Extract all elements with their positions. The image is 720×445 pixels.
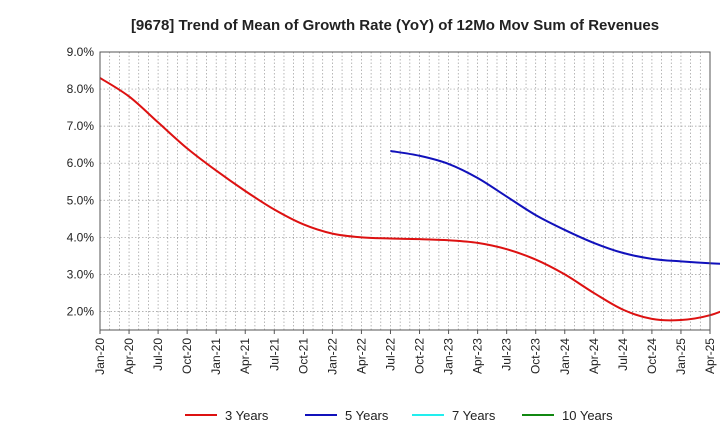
- x-tick-label: Apr-20: [122, 338, 136, 374]
- x-tick-label: Apr-23: [471, 338, 485, 374]
- plot-frame: [99, 51, 711, 331]
- legend-label: 10 Years: [562, 408, 613, 423]
- series-line-3-years: [99, 77, 720, 322]
- x-tick-label: Apr-25: [703, 338, 717, 374]
- x-tick-label: Jul-24: [616, 338, 630, 371]
- x-tick-label: Jul-20: [151, 338, 165, 371]
- x-tick-label: Jan-25: [674, 338, 688, 375]
- legend-label: 3 Years: [225, 408, 269, 423]
- legend-label: 7 Years: [452, 408, 496, 423]
- y-tick-label: 4.0%: [67, 230, 95, 244]
- x-tick-label: Jul-22: [383, 338, 397, 371]
- x-tick-label: Oct-22: [413, 338, 427, 374]
- x-tick-label: Jan-20: [93, 338, 107, 375]
- x-axis: Jan-20 Apr-20 Jul-20 Oct-20 Jan-21 Apr-21 Jul-…: [93, 330, 717, 375]
- series-line-5-years: [390, 149, 720, 265]
- grid: [100, 51, 710, 330]
- y-tick-label: 7.0%: [67, 119, 95, 133]
- y-axis: 2.0% 3.0% 4.0% 5.0% 6.0% 7.0% 8.0% 9.0%: [67, 45, 95, 318]
- legend: 3 Years 5 Years 7 Years 10 Years: [185, 408, 613, 423]
- x-tick-label: Oct-20: [180, 338, 194, 374]
- x-tick-label: Jan-23: [442, 338, 456, 375]
- x-tick-label: Apr-21: [238, 338, 252, 374]
- series-lines: [99, 77, 720, 322]
- x-tick-label: Jul-23: [500, 338, 514, 371]
- y-tick-label: 2.0%: [67, 304, 95, 318]
- y-tick-label: 5.0%: [67, 193, 95, 207]
- y-tick-label: 6.0%: [67, 156, 95, 170]
- x-tick-label: Jan-21: [209, 338, 223, 375]
- chart-title: [9678] Trend of Mean of Growth Rate (YoY…: [131, 17, 659, 34]
- x-tick-label: Oct-21: [296, 338, 310, 374]
- x-tick-label: Oct-24: [645, 338, 659, 374]
- x-tick-label: Jan-22: [325, 338, 339, 375]
- y-tick-label: 8.0%: [67, 82, 95, 96]
- x-tick-label: Oct-23: [529, 338, 543, 374]
- legend-label: 5 Years: [345, 408, 389, 423]
- y-tick-label: 3.0%: [67, 267, 95, 281]
- x-tick-label: Apr-22: [354, 338, 368, 374]
- x-tick-label: Jan-24: [558, 338, 572, 375]
- x-tick-label: Jul-21: [267, 338, 281, 371]
- y-tick-label: 9.0%: [67, 45, 95, 59]
- x-tick-label: Apr-24: [587, 338, 601, 374]
